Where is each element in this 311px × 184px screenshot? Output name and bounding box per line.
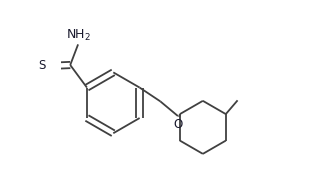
Text: NH$_2$: NH$_2$ [66,28,91,43]
Text: S: S [39,59,46,72]
Text: O: O [174,118,183,131]
